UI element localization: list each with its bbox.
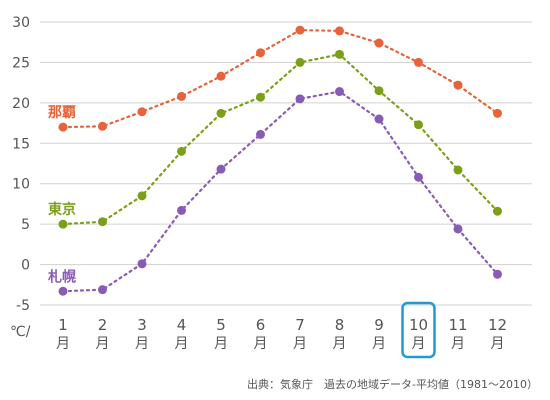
x-tick-month-suffix: 月 bbox=[214, 336, 228, 352]
data-point bbox=[58, 122, 68, 132]
series-label: 那覇 bbox=[48, 104, 76, 121]
data-point bbox=[295, 25, 305, 35]
data-point bbox=[256, 92, 265, 102]
y-tick-label: 0 bbox=[21, 258, 30, 274]
data-point bbox=[137, 107, 147, 117]
x-tick-month-suffix: 月 bbox=[333, 336, 347, 352]
data-point bbox=[216, 164, 226, 174]
x-tick-label: 4 bbox=[177, 316, 187, 334]
x-tick-label: 11 bbox=[448, 316, 467, 334]
data-point bbox=[374, 114, 384, 124]
data-point bbox=[414, 120, 423, 130]
y-tick-label: 15 bbox=[12, 136, 30, 152]
x-tick-month-suffix: 月 bbox=[56, 336, 70, 352]
series-line bbox=[61, 90, 499, 293]
data-point bbox=[216, 71, 226, 81]
x-tick-month-suffix: 月 bbox=[135, 336, 149, 352]
data-point bbox=[177, 146, 186, 156]
x-tick-month-suffix: 月 bbox=[412, 336, 426, 352]
y-axis: 30 25 20 15 10 5 0 -5 bbox=[12, 15, 30, 314]
y-unit-label: ℃/ bbox=[10, 324, 31, 340]
series-lines bbox=[58, 25, 502, 296]
data-point bbox=[374, 86, 384, 96]
x-tick-label: 7 bbox=[295, 316, 305, 334]
series-2 bbox=[58, 49, 502, 229]
x-tick-month-suffix: 月 bbox=[254, 336, 268, 352]
data-point bbox=[98, 121, 107, 131]
data-point bbox=[453, 80, 463, 90]
data-point bbox=[374, 38, 384, 48]
data-point bbox=[493, 108, 502, 118]
x-tick-month-suffix: 月 bbox=[293, 336, 307, 352]
data-point bbox=[58, 286, 68, 296]
x-tick-label: 12 bbox=[488, 316, 507, 334]
series-1 bbox=[58, 25, 502, 132]
y-tick-label: -5 bbox=[16, 298, 30, 314]
y-tick-label: 30 bbox=[12, 15, 30, 31]
data-point bbox=[295, 57, 305, 67]
grid-lines bbox=[40, 21, 532, 306]
x-tick-month-suffix: 月 bbox=[96, 336, 110, 352]
data-point bbox=[453, 224, 463, 234]
y-tick-label: 10 bbox=[12, 177, 30, 193]
highlight-month-box bbox=[401, 301, 436, 359]
series-3 bbox=[58, 87, 502, 296]
data-point bbox=[335, 49, 344, 59]
data-point bbox=[216, 108, 226, 118]
x-tick-label: 5 bbox=[216, 316, 226, 334]
source-note: 出典：気象庁 過去の地域データ-平均値（1981〜2010） bbox=[247, 377, 538, 391]
x-tick-month-suffix: 月 bbox=[175, 336, 189, 352]
x-tick-month-suffix: 月 bbox=[372, 336, 386, 352]
data-point bbox=[177, 205, 186, 215]
x-tick-label: 2 bbox=[98, 316, 108, 334]
series-line bbox=[61, 53, 499, 226]
y-tick-label: 20 bbox=[12, 96, 30, 112]
data-point bbox=[98, 217, 107, 227]
series-label: 札幌 bbox=[47, 268, 76, 285]
x-axis: 1 月 2 月 3 月 4 月 5 月 6 月 7 月 8 月 9 月 10 月 11 月 12 月 bbox=[56, 316, 507, 352]
data-point bbox=[256, 129, 265, 139]
x-tick-label: 6 bbox=[256, 316, 266, 334]
y-tick-label: 25 bbox=[12, 55, 30, 71]
x-tick-label: 9 bbox=[374, 316, 384, 334]
x-tick-label: 10 bbox=[409, 316, 428, 334]
data-point bbox=[58, 219, 68, 229]
data-point bbox=[493, 206, 502, 216]
data-point bbox=[137, 259, 147, 269]
data-point bbox=[295, 94, 305, 104]
data-point bbox=[137, 191, 147, 201]
x-tick-label: 1 bbox=[58, 316, 68, 334]
series-label: 東京 bbox=[48, 201, 76, 218]
x-tick-month-suffix: 月 bbox=[491, 336, 505, 352]
series-line bbox=[61, 28, 499, 129]
x-tick-label: 8 bbox=[335, 316, 345, 334]
data-point bbox=[335, 26, 344, 36]
data-point bbox=[453, 165, 463, 175]
data-point bbox=[335, 87, 344, 97]
data-point bbox=[414, 57, 423, 67]
y-tick-label: 5 bbox=[21, 217, 30, 233]
data-point bbox=[414, 172, 423, 182]
data-point bbox=[98, 285, 107, 295]
data-point bbox=[493, 269, 502, 279]
x-tick-label: 3 bbox=[137, 316, 147, 334]
data-point bbox=[177, 91, 186, 101]
x-tick-month-suffix: 月 bbox=[451, 336, 465, 352]
data-point bbox=[256, 48, 265, 58]
